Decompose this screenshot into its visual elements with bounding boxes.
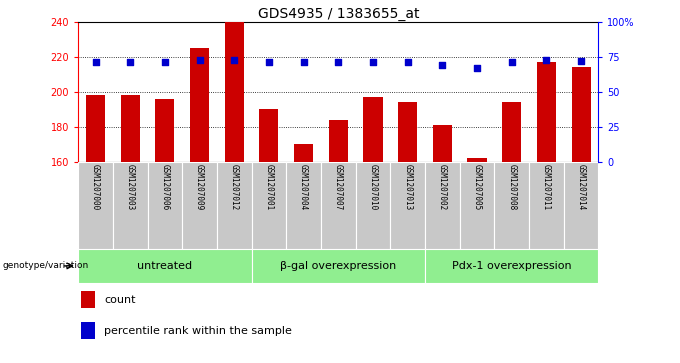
Bar bbox=[217, 162, 252, 249]
Title: GDS4935 / 1383655_at: GDS4935 / 1383655_at bbox=[258, 7, 419, 21]
Bar bbox=[494, 162, 529, 249]
Bar bbox=[328, 120, 348, 162]
Text: GSM1207006: GSM1207006 bbox=[160, 164, 169, 211]
Bar bbox=[529, 162, 564, 249]
Point bbox=[541, 57, 551, 62]
Text: genotype/variation: genotype/variation bbox=[2, 261, 88, 270]
Point bbox=[124, 60, 135, 65]
Bar bbox=[537, 62, 556, 162]
Point bbox=[194, 57, 205, 62]
Point bbox=[298, 60, 309, 65]
Text: GSM1207011: GSM1207011 bbox=[542, 164, 551, 211]
Text: β-gal overexpression: β-gal overexpression bbox=[280, 261, 396, 271]
Point bbox=[90, 60, 101, 65]
Bar bbox=[252, 249, 425, 283]
Text: GSM1207014: GSM1207014 bbox=[577, 164, 585, 211]
Bar bbox=[321, 162, 356, 249]
Text: GSM1207002: GSM1207002 bbox=[438, 164, 447, 211]
Text: GSM1207000: GSM1207000 bbox=[91, 164, 100, 211]
Bar bbox=[78, 162, 113, 249]
Text: GSM1207005: GSM1207005 bbox=[473, 164, 481, 211]
Text: GSM1207007: GSM1207007 bbox=[334, 164, 343, 211]
Point bbox=[263, 60, 274, 65]
Bar bbox=[81, 322, 95, 339]
Bar bbox=[148, 162, 182, 249]
Point bbox=[228, 57, 239, 62]
Bar bbox=[356, 162, 390, 249]
Text: GSM1207012: GSM1207012 bbox=[230, 164, 239, 211]
Text: GSM1207008: GSM1207008 bbox=[507, 164, 516, 211]
Text: GSM1207009: GSM1207009 bbox=[195, 164, 204, 211]
Text: count: count bbox=[104, 295, 136, 305]
Text: GSM1207003: GSM1207003 bbox=[126, 164, 135, 211]
Text: GSM1207013: GSM1207013 bbox=[403, 164, 412, 211]
Point bbox=[575, 58, 586, 64]
Text: GSM1207004: GSM1207004 bbox=[299, 164, 308, 211]
Bar bbox=[224, 22, 244, 162]
Bar bbox=[286, 162, 321, 249]
Bar bbox=[502, 102, 522, 162]
Text: untreated: untreated bbox=[137, 261, 192, 271]
Bar bbox=[425, 162, 460, 249]
Bar bbox=[190, 48, 209, 162]
Bar bbox=[86, 95, 105, 162]
Bar bbox=[571, 67, 591, 162]
Text: GSM1207001: GSM1207001 bbox=[265, 164, 273, 211]
Bar bbox=[120, 95, 140, 162]
Bar bbox=[363, 97, 383, 162]
Point bbox=[402, 60, 413, 65]
Bar bbox=[294, 144, 313, 162]
Bar bbox=[113, 162, 148, 249]
Point bbox=[471, 65, 482, 71]
Bar bbox=[460, 162, 494, 249]
Bar bbox=[155, 99, 175, 162]
Bar bbox=[432, 125, 452, 162]
Bar bbox=[467, 158, 487, 162]
Point bbox=[367, 60, 378, 65]
Point bbox=[437, 62, 447, 68]
Text: percentile rank within the sample: percentile rank within the sample bbox=[104, 326, 292, 336]
Bar bbox=[252, 162, 286, 249]
Bar bbox=[564, 162, 598, 249]
Point bbox=[333, 60, 343, 65]
Bar bbox=[398, 102, 418, 162]
Bar bbox=[390, 162, 425, 249]
Bar bbox=[259, 109, 279, 162]
Text: GSM1207010: GSM1207010 bbox=[369, 164, 377, 211]
Point bbox=[506, 60, 517, 65]
Bar bbox=[425, 249, 598, 283]
Text: Pdx-1 overexpression: Pdx-1 overexpression bbox=[452, 261, 571, 271]
Bar bbox=[81, 291, 95, 309]
Bar bbox=[78, 249, 252, 283]
Bar bbox=[182, 162, 217, 249]
Point bbox=[159, 60, 170, 65]
